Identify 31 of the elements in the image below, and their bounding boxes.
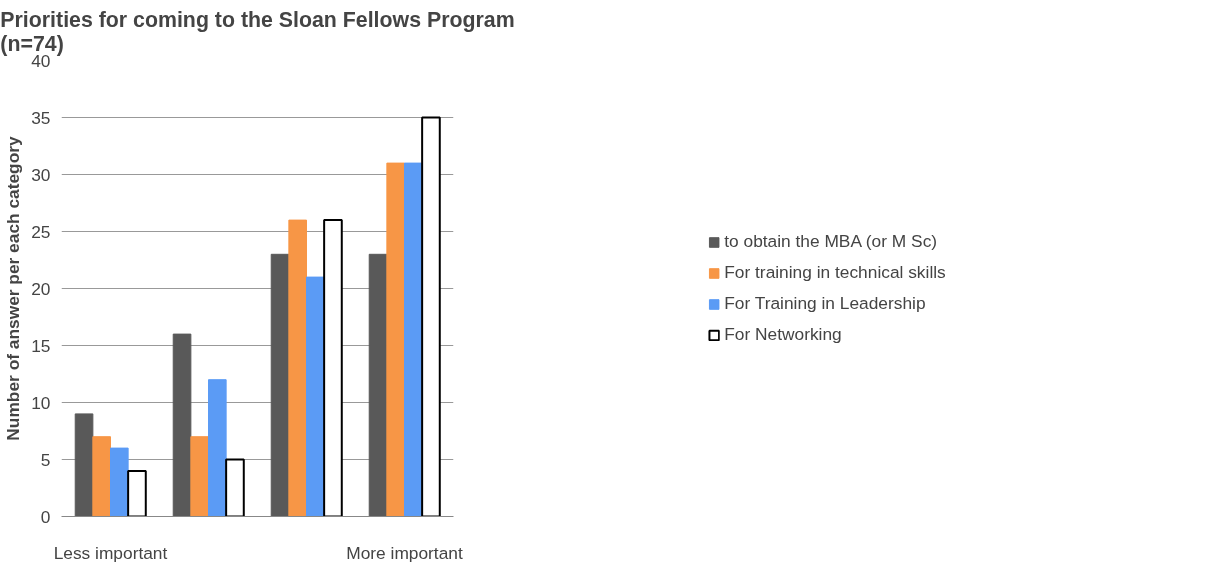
bar xyxy=(306,276,325,517)
y-tick-label: 30 xyxy=(31,164,51,185)
bar xyxy=(190,436,209,517)
legend-label: For Training in Leadership xyxy=(724,293,926,314)
bar xyxy=(110,447,129,517)
y-tick-label: 20 xyxy=(31,278,51,299)
bar xyxy=(270,253,290,517)
bar xyxy=(368,253,388,517)
bar xyxy=(386,162,405,517)
y-axis-title: Number of answer per each category xyxy=(3,135,24,441)
bar xyxy=(288,219,307,517)
y-tick-label: 10 xyxy=(31,392,51,413)
bar xyxy=(172,333,192,517)
bar xyxy=(208,379,227,517)
y-tick-label: 15 xyxy=(31,335,51,356)
x-tick-label: More important xyxy=(346,542,463,563)
bar xyxy=(127,469,147,517)
bar xyxy=(323,219,343,517)
bar xyxy=(404,162,423,517)
y-tick-label: 5 xyxy=(40,449,51,470)
bar xyxy=(421,116,441,517)
bar xyxy=(74,413,94,517)
legend-label: to obtain the MBA (or M Sc) xyxy=(724,231,938,252)
legend-label: For training in technical skills xyxy=(724,262,946,283)
y-tick-label: 35 xyxy=(31,107,51,128)
legend-label: For Networking xyxy=(724,324,842,345)
bar xyxy=(225,458,245,517)
y-tick-label: 25 xyxy=(31,221,51,242)
x-tick-label: Less important xyxy=(53,542,168,563)
bar xyxy=(92,436,111,517)
y-tick-label: 0 xyxy=(40,506,51,527)
